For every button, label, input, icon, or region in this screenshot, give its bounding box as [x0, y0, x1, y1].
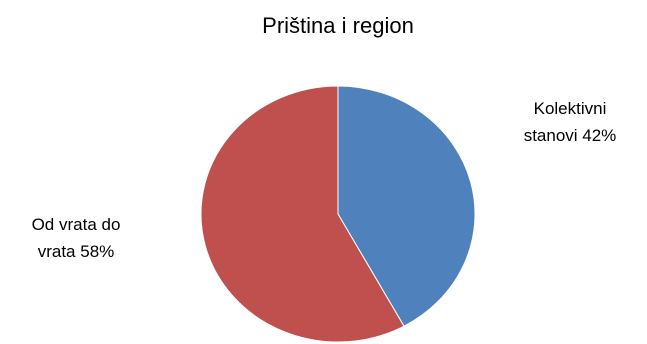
slice-label-1: Kolektivni stanovi 42%	[524, 99, 617, 145]
slice-label-2-line-2: vrata 58%	[38, 242, 115, 261]
slice-label-1-line-2: stanovi 42%	[524, 126, 617, 145]
pie-slice-1	[337, 85, 476, 327]
slice-label-2-line-1: Od vrata do	[32, 215, 121, 234]
chart-title: Priština i region	[262, 13, 414, 38]
pie-slice-2	[200, 85, 405, 343]
pie-slices	[200, 85, 476, 343]
slice-labels: Kolektivni stanovi 42% Od vrata do vrata 58…	[32, 99, 617, 261]
slice-label-1-line-1: Kolektivni	[534, 99, 607, 118]
slice-label-2: Od vrata do vrata 58%	[32, 215, 121, 261]
